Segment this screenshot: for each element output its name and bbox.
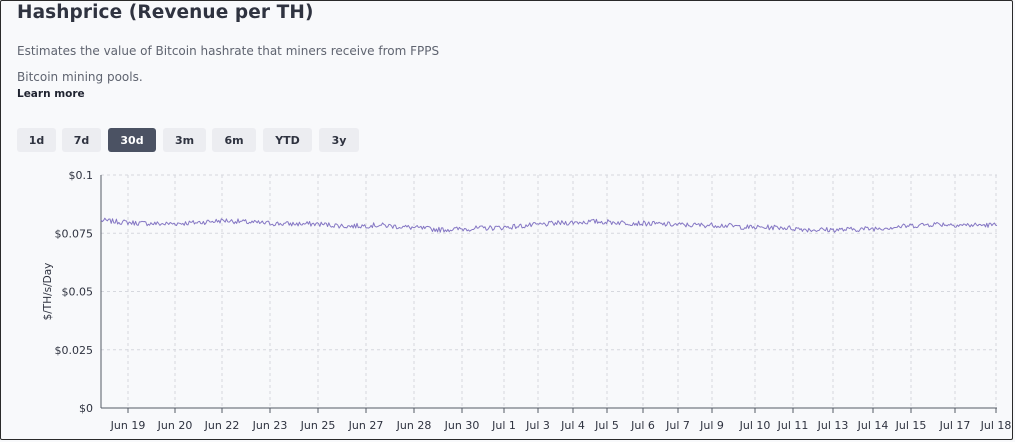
y-tick-label: $0.075 <box>55 227 94 240</box>
y-tick-label: $0.025 <box>55 344 94 357</box>
range-6m[interactable]: 6m <box>212 128 256 152</box>
x-tick-label: Jun 25 <box>300 419 336 432</box>
x-tick-label: Jul 5 <box>594 419 619 432</box>
x-tick-label: Jul 13 <box>817 419 849 432</box>
x-tick-label: Jul 10 <box>739 419 771 432</box>
x-tick-label: Jul 11 <box>777 419 809 432</box>
x-tick-label: Jul 3 <box>525 419 550 432</box>
range-3y[interactable]: 3y <box>319 128 359 152</box>
range-1d[interactable]: 1d <box>17 128 56 152</box>
y-tick-label: $0 <box>79 402 93 415</box>
range-30d[interactable]: 30d <box>108 128 156 152</box>
hashprice-series-line <box>100 217 998 233</box>
y-tick-label: $0.05 <box>62 286 94 299</box>
chart-description: Estimates the value of Bitcoin hashrate … <box>17 44 440 84</box>
x-tick-label: Jul 1 <box>491 419 516 432</box>
x-tick-label: Jul 9 <box>699 419 724 432</box>
y-tick-label: $0.1 <box>69 169 94 182</box>
x-tick-label: Jul 4 <box>560 419 585 432</box>
range-7d[interactable]: 7d <box>62 128 101 152</box>
x-tick-label: Jul 7 <box>665 419 690 432</box>
x-tick-label: Jul 17 <box>939 419 971 432</box>
chart-title: Hashprice (Revenue per TH) <box>17 2 314 23</box>
x-tick-label: Jun 23 <box>252 419 288 432</box>
range-3m[interactable]: 3m <box>163 128 206 152</box>
x-tick-label: Jun 19 <box>110 419 146 432</box>
x-tick-label: Jun 20 <box>157 419 193 432</box>
range-ytd[interactable]: YTD <box>263 128 312 152</box>
x-tick-label: Jul 6 <box>630 419 655 432</box>
x-tick-label: Jun 30 <box>444 419 480 432</box>
y-axis-label: $/TH/s/Day <box>42 263 54 321</box>
learn-more-link[interactable]: Learn more <box>17 88 85 100</box>
x-tick-label: Jul 14 <box>857 419 889 432</box>
x-tick-label: Jul 15 <box>895 419 927 432</box>
x-tick-label: Jun 28 <box>396 419 432 432</box>
x-tick-label: Jun 27 <box>348 419 384 432</box>
x-tick-label: Jun 22 <box>204 419 240 432</box>
x-tick-label: Jul 18 <box>980 419 1012 432</box>
